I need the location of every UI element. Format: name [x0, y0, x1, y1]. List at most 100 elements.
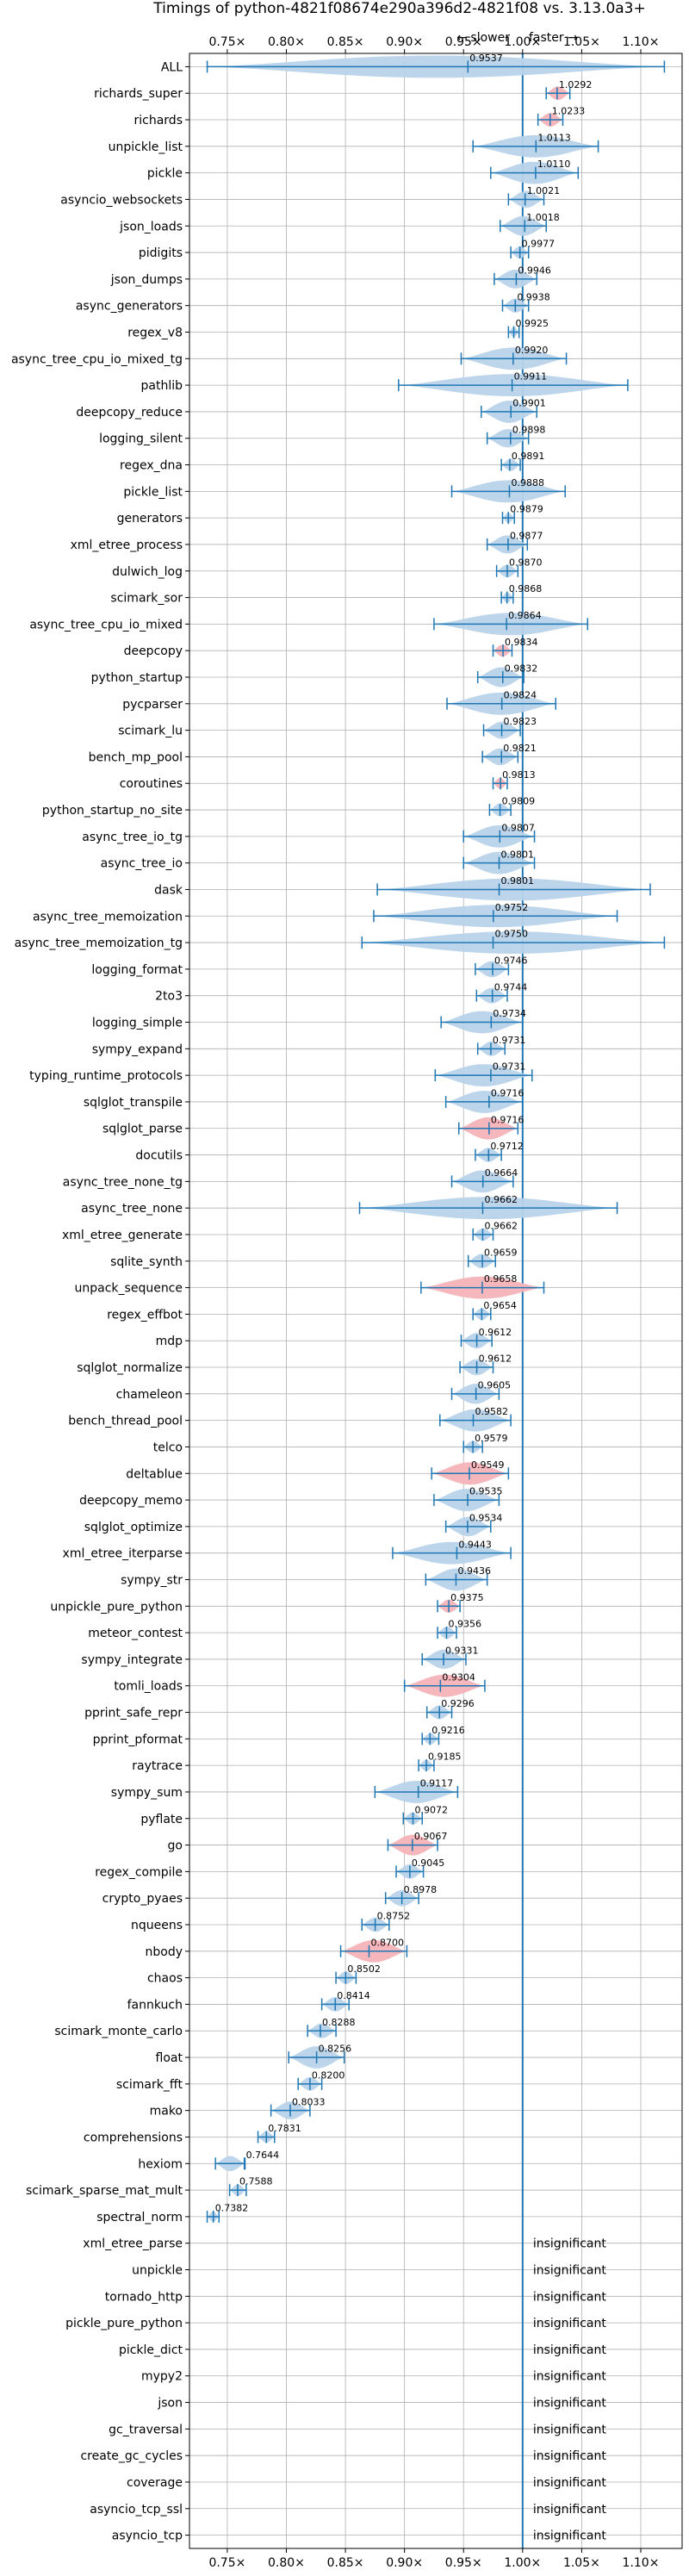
value-label: 0.9834: [505, 637, 538, 648]
value-label: 0.9216: [431, 1725, 465, 1736]
insignificant-label: insignificant: [533, 2529, 607, 2543]
benchmark-label: crypto_pyaes: [102, 1892, 183, 1906]
benchmark-label: tornado_http: [105, 2290, 183, 2304]
insignificant-label: insignificant: [533, 2370, 607, 2384]
insignificant-label: insignificant: [533, 2317, 607, 2330]
benchmark-label: fannkuch: [127, 1998, 183, 2012]
value-label: 0.9549: [471, 1459, 505, 1471]
value-label: 0.9977: [522, 239, 556, 250]
benchmark-label: mako: [150, 2105, 183, 2119]
benchmark-label: pickle_pure_python: [65, 2317, 183, 2330]
benchmark-label: pickle_dict: [119, 2343, 183, 2357]
value-label: 0.9612: [479, 1353, 512, 1365]
grid: 0.75× 0.75× 0.80× 0.80× 0.85× 0.85× 0.90× 0.90×…: [185, 35, 682, 2570]
benchmark-label: pycparser: [122, 698, 183, 712]
value-label: 0.9612: [479, 1327, 512, 1338]
value-label: 0.8700: [370, 1937, 404, 1948]
faster-annotation: faster →: [529, 31, 578, 45]
benchmark-label: sqlglot_optimize: [84, 1521, 183, 1534]
benchmark-label: xml_etree_generate: [62, 1229, 183, 1242]
value-label: 0.9185: [428, 1752, 462, 1763]
benchmark-label: deepcopy_memo: [79, 1494, 183, 1508]
slower-annotation: ← slower: [456, 31, 510, 45]
benchmark-label: telco: [153, 1440, 183, 1454]
benchmark-label: dulwich_log: [112, 565, 183, 579]
value-label: 0.9579: [475, 1433, 508, 1444]
value-label: 0.9712: [490, 1141, 524, 1152]
benchmark-label: deepcopy: [124, 644, 183, 658]
benchmark-label: mdp: [156, 1335, 183, 1348]
benchmark-label: async_tree_cpu_io_mixed: [29, 618, 183, 632]
benchmark-label: 2to3: [155, 990, 183, 1004]
benchmark-label: async_tree_memoization_tg: [15, 936, 183, 950]
value-label: 0.9658: [484, 1273, 518, 1285]
benchmark-label: json: [157, 2397, 183, 2411]
value-label: 0.8752: [377, 1911, 411, 1922]
value-label: 0.9911: [514, 371, 548, 383]
benchmark-label: async_tree_io: [101, 857, 183, 871]
benchmark-label: scimark_lu: [118, 725, 183, 738]
value-label: 0.9296: [441, 1698, 475, 1709]
value-label: 0.9659: [484, 1247, 518, 1258]
value-label: 0.9067: [414, 1831, 448, 1842]
benchmark-label: json_loads: [119, 220, 183, 233]
value-label: 0.9664: [485, 1167, 518, 1179]
value-label: 0.9731: [493, 1035, 526, 1046]
value-label: 0.9813: [502, 769, 536, 781]
benchmark-label: pyflate: [140, 1813, 183, 1826]
benchmark-label: asyncio_tcp: [112, 2529, 183, 2543]
value-label: 0.7831: [268, 2123, 301, 2134]
value-label: 0.9375: [450, 1592, 484, 1603]
value-label: 0.9879: [510, 504, 543, 515]
benchmark-label: asyncio_websockets: [60, 193, 183, 207]
value-label: 0.9716: [491, 1088, 525, 1099]
benchmark-label: generators: [117, 512, 183, 526]
value-label: 0.9734: [493, 1008, 526, 1019]
value-label: 0.7588: [239, 2176, 273, 2187]
benchmark-label: mypy2: [141, 2370, 183, 2384]
benchmark-label: sqlglot_normalize: [77, 1361, 183, 1375]
plot-frame: [189, 53, 683, 2549]
x-tick-label-bottom: 0.75×: [208, 2556, 245, 2570]
benchmark-label: scimark_monte_carlo: [54, 2025, 183, 2038]
benchmark-label: unpickle: [132, 2264, 183, 2278]
benchmark-label: pickle: [147, 167, 183, 181]
benchmark-label: logging_format: [91, 963, 183, 977]
value-label: 0.9304: [442, 1671, 475, 1683]
benchmark-label: logging_simple: [92, 1017, 183, 1030]
benchmark-label: async_tree_cpu_io_mixed_tg: [11, 352, 183, 366]
insignificant-label: insignificant: [533, 2264, 607, 2278]
benchmark-label: deltablue: [126, 1467, 183, 1481]
benchmark-label: raytrace: [132, 1759, 183, 1773]
value-label: 1.0233: [552, 106, 586, 117]
benchmark-label: comprehensions: [84, 2131, 183, 2144]
benchmark-label: coverage: [127, 2476, 183, 2490]
benchmark-label: xml_etree_iterparse: [63, 1547, 183, 1561]
value-label: 0.9832: [505, 663, 538, 675]
x-tick-label-bottom: 1.00×: [504, 2556, 541, 2570]
benchmark-label: coroutines: [120, 777, 183, 791]
value-label: 0.9582: [475, 1406, 508, 1417]
benchmark-label: regex_effbot: [107, 1308, 183, 1322]
benchmark-label: asyncio_tcp_ssl: [90, 2503, 183, 2517]
value-label: 1.0110: [537, 159, 571, 170]
x-tick-label-top: 0.90×: [386, 35, 423, 49]
benchmark-label: async_generators: [76, 300, 183, 314]
benchmark-label: scimark_sparse_mat_mult: [26, 2184, 183, 2198]
value-label: 0.9662: [484, 1221, 518, 1232]
benchmark-label: logging_silent: [99, 432, 183, 446]
value-label: 0.8414: [337, 1990, 370, 2001]
x-tick-label-bottom: 0.90×: [386, 2556, 423, 2570]
violins: [206, 55, 666, 2223]
benchmark-label: hexiom: [138, 2157, 183, 2171]
value-label: 0.9072: [415, 1804, 448, 1815]
value-label: 0.9801: [501, 849, 535, 860]
benchmark-label: unpack_sequence: [75, 1282, 183, 1296]
benchmark-label: async_tree_io_tg: [82, 831, 183, 844]
value-label: 0.9731: [493, 1061, 526, 1073]
x-tick-label-top: 0.75×: [208, 35, 245, 49]
benchmark-label: meteor_contest: [88, 1627, 183, 1640]
value-label: 0.9654: [483, 1300, 517, 1311]
insignificant-label: insignificant: [533, 2237, 607, 2251]
